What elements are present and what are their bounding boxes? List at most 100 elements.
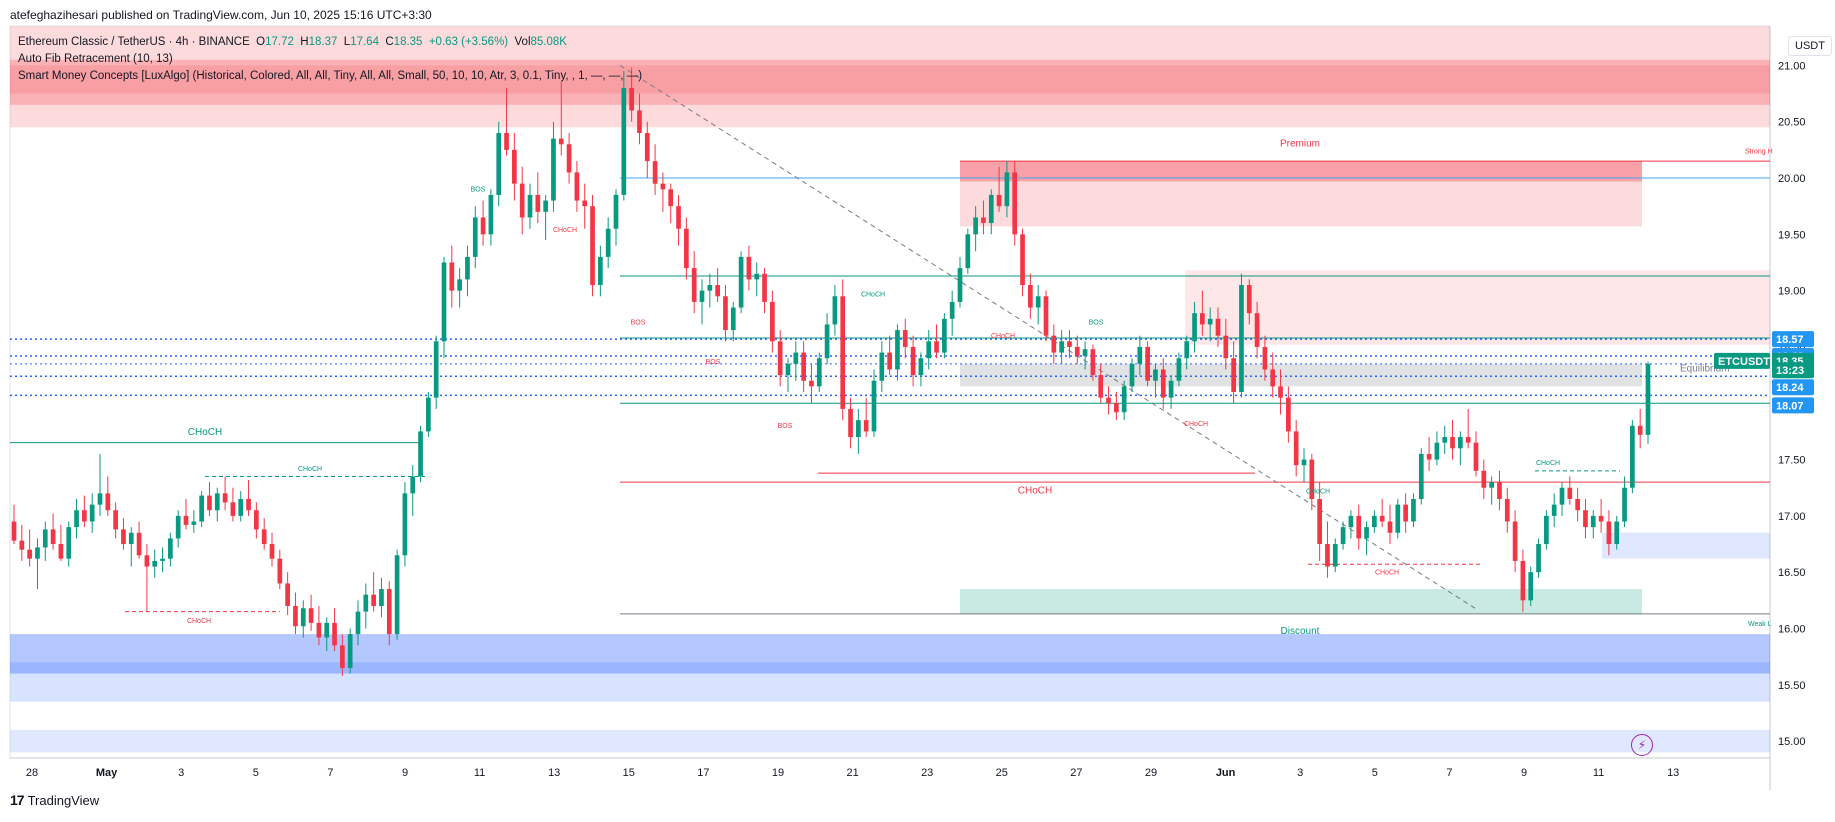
candle-body xyxy=(379,589,384,606)
close-value: 18.35 xyxy=(393,36,423,48)
discount-zone xyxy=(960,589,1642,614)
candle-body xyxy=(207,495,212,511)
candle-body xyxy=(574,172,580,201)
candle-body xyxy=(1372,515,1377,528)
candle-body xyxy=(1598,515,1604,522)
price-tag-1824: 18.24 xyxy=(1776,382,1804,394)
candle-body xyxy=(269,544,275,559)
symbol-row: Ethereum Classic / TetherUS · 4h · BINAN… xyxy=(18,34,642,51)
candle-body xyxy=(942,318,947,353)
candle-body xyxy=(1340,527,1346,545)
low-value: 17.64 xyxy=(350,36,379,48)
candle-body xyxy=(1004,172,1010,207)
candle-body xyxy=(433,341,439,398)
candle-body xyxy=(824,324,830,359)
candle-body xyxy=(35,547,40,559)
candle-body xyxy=(144,555,150,567)
candle-body xyxy=(496,132,502,195)
candle-body xyxy=(613,194,619,229)
candle-body xyxy=(1520,560,1526,601)
date-tick: 7 xyxy=(1446,767,1452,779)
tradingview-logo-icon: 17 xyxy=(10,792,25,808)
premium-zone-inner xyxy=(10,65,1770,94)
candle-body xyxy=(480,217,486,235)
candle-body xyxy=(316,622,322,638)
demand-block-right xyxy=(1602,532,1770,559)
candle-body xyxy=(457,279,462,291)
candle-body xyxy=(1207,318,1213,325)
candle-body xyxy=(1074,346,1080,356)
candle-body xyxy=(1262,346,1268,370)
candle-body xyxy=(1512,521,1518,561)
candle-body xyxy=(465,256,470,280)
candle-body xyxy=(691,268,697,302)
candle-body xyxy=(699,290,705,302)
candle-body xyxy=(418,431,423,477)
candle-body xyxy=(386,589,392,635)
candle-body xyxy=(1114,403,1119,413)
fib-diagonal xyxy=(619,64,1476,609)
candle-body xyxy=(1215,318,1221,336)
high-label: H xyxy=(300,36,309,48)
chart-legend: Ethereum Classic / TetherUS · 4h · BINAN… xyxy=(18,34,642,85)
date-tick: 23 xyxy=(921,767,933,779)
indicator-fib[interactable]: Auto Fib Retracement (10, 13) xyxy=(18,53,173,65)
candle-body xyxy=(809,380,814,387)
candle-body xyxy=(1387,521,1393,533)
candle-body xyxy=(676,206,681,229)
candle-body xyxy=(988,194,994,224)
supply-block-upper xyxy=(960,161,1642,227)
symbol-title[interactable]: Ethereum Classic / TetherUS · 4h · BINAN… xyxy=(18,36,250,48)
premium-label: Premium xyxy=(1280,138,1320,149)
candle-body xyxy=(1035,296,1041,308)
candle-body xyxy=(19,540,25,550)
candle-body xyxy=(723,296,728,331)
structure-label-choch: CHoCH xyxy=(298,466,322,473)
candle-body xyxy=(1301,459,1307,466)
candle-body xyxy=(1645,363,1651,435)
candle-body xyxy=(770,301,775,342)
candle-body xyxy=(551,138,556,201)
structure-label-bos: BOS xyxy=(778,423,793,430)
candle-body xyxy=(363,594,369,612)
candle-body xyxy=(582,200,588,207)
candle-body xyxy=(504,132,509,150)
chart-grid xyxy=(9,25,1771,790)
candle-body xyxy=(340,645,345,668)
candle-body xyxy=(1567,487,1573,499)
structure-label-bos: BOS xyxy=(706,359,721,366)
equilibrium-label: Equilibrium xyxy=(1680,364,1729,375)
candle-body xyxy=(856,420,861,438)
candle-body xyxy=(402,493,408,556)
candle-body xyxy=(1325,544,1330,567)
candle-body xyxy=(441,262,447,342)
candle-body xyxy=(1106,397,1111,404)
price-tick: 20.00 xyxy=(1778,173,1806,185)
price-tag-1857-bg xyxy=(1772,331,1814,348)
candle-body xyxy=(1223,335,1229,359)
open-label: O xyxy=(256,36,266,48)
price-tick: 20.50 xyxy=(1778,117,1806,129)
structure-label-choch: CHoCH xyxy=(1018,485,1052,496)
candle-body xyxy=(965,234,971,269)
currency-selector[interactable]: USDT xyxy=(1788,36,1832,56)
candle-body xyxy=(707,285,713,291)
candle-body xyxy=(1098,375,1104,398)
lightning-alert-icon[interactable]: ⚡ xyxy=(1631,734,1653,756)
candle-body xyxy=(183,515,189,525)
candle-body xyxy=(308,608,314,623)
indicator-smc[interactable]: Smart Money Concepts [LuxAlgo] (Historic… xyxy=(18,70,643,82)
candle-body xyxy=(816,358,822,387)
candle-body xyxy=(1090,349,1096,376)
change-value: +0.63 (+3.56%) xyxy=(428,36,509,48)
candle-body xyxy=(1278,386,1283,398)
date-tick: 29 xyxy=(1145,767,1157,779)
price-tick: 19.50 xyxy=(1778,229,1806,241)
candle-body xyxy=(1176,358,1182,381)
strong-high-label: Strong H xyxy=(1745,148,1773,155)
date-tick: Jun xyxy=(1216,767,1236,779)
candle-body xyxy=(261,529,267,545)
structure-label-choch: CHoCH xyxy=(861,291,885,298)
